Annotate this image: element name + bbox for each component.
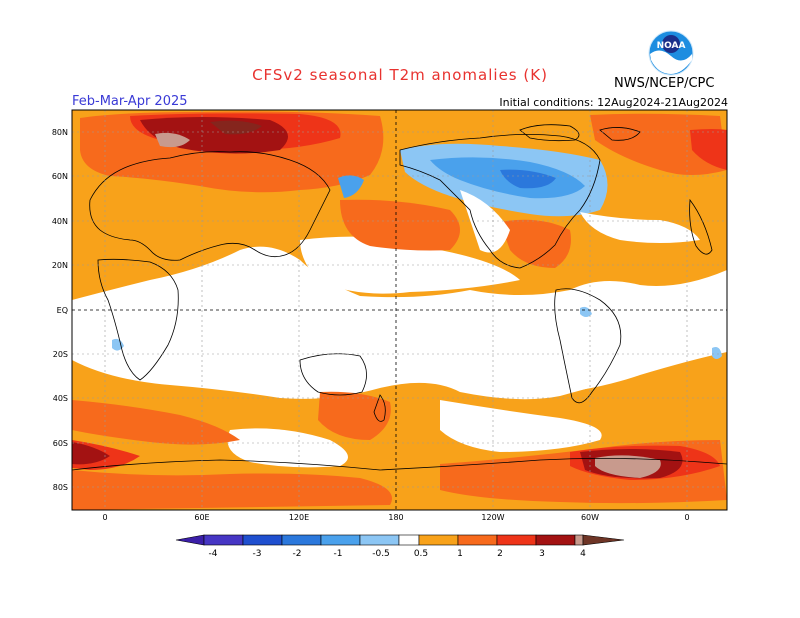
colorbar-segment — [574, 534, 584, 546]
lat-label: 80S — [53, 483, 68, 492]
map-title: CFSv2 seasonal T2m anomalies (K) — [252, 66, 548, 84]
lat-label: 20N — [52, 261, 68, 270]
lon-label: 60E — [194, 513, 209, 522]
lat-label: 20S — [53, 350, 68, 359]
colorbar-label: -2 — [293, 549, 302, 559]
colorbar-label: 2 — [497, 549, 503, 559]
colorbar-segment — [320, 534, 361, 546]
lat-label: 40N — [52, 217, 68, 226]
longitude-labels: 0 60E 120E 180 120W 60W 0 — [102, 513, 689, 522]
lon-label: 120E — [289, 513, 309, 522]
noaa-logo-text: NOAA — [657, 41, 686, 51]
colorbar: -4 -3 -2 -1 -0.5 0.5 1 2 3 4 — [175, 534, 625, 559]
lon-label: 120W — [481, 513, 504, 522]
lat-label: 80N — [52, 128, 68, 137]
colorbar-segment — [535, 534, 576, 546]
noaa-logo: NOAA — [648, 30, 694, 76]
colorbar-label: 3 — [539, 549, 545, 559]
colorbar-segment — [457, 534, 498, 546]
colorbar-segment — [281, 534, 322, 546]
colorbar-segment — [242, 534, 283, 546]
lat-label: EQ — [57, 306, 68, 315]
lon-label: 60W — [581, 513, 599, 522]
colorbar-hot-arrow — [582, 534, 625, 546]
colorbar-label: -0.5 — [372, 549, 390, 559]
colorbar-label: -1 — [334, 549, 343, 559]
agency-label: NWS/NCEP/CPC — [614, 76, 715, 91]
colorbar-label: 4 — [580, 549, 586, 559]
colorbar-segment — [496, 534, 537, 546]
map-frame — [71, 109, 728, 511]
lat-label: 60S — [53, 439, 68, 448]
colorbar-segment — [203, 534, 244, 546]
lon-label: 180 — [388, 513, 403, 522]
season-label: Feb-Mar-Apr 2025 — [72, 94, 188, 109]
lon-label: 0 — [102, 513, 107, 522]
lat-label: 60N — [52, 172, 68, 181]
colorbar-segment — [398, 534, 420, 546]
colorbar-label: -4 — [209, 549, 218, 559]
latitude-labels: 80N 60N 40N 20N EQ 20S 40S 60S 80S — [52, 128, 68, 492]
coastlines — [72, 124, 727, 471]
colorbar-label: 0.5 — [414, 549, 428, 559]
colorbar-cold-arrow — [175, 534, 205, 546]
lat-label: 40S — [53, 394, 68, 403]
colorbar-label: 1 — [457, 549, 463, 559]
colorbar-segment — [359, 534, 400, 546]
initial-conditions-label: Initial conditions: 12Aug2024-21Aug2024 — [499, 96, 728, 109]
colorbar-label: -3 — [253, 549, 262, 559]
lon-label: 0 — [684, 513, 689, 522]
colorbar-segment — [418, 534, 459, 546]
